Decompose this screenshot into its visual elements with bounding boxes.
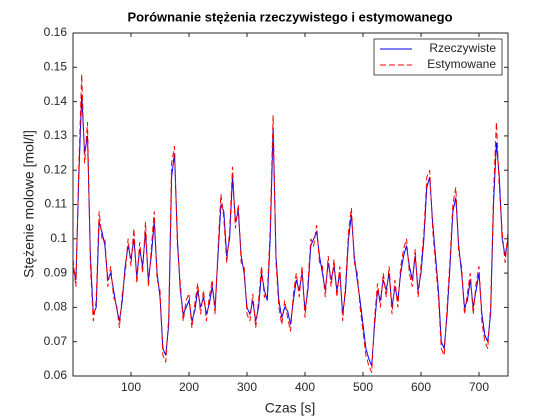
legend-label: Estymowane bbox=[427, 57, 496, 71]
x-tick-label: 700 bbox=[469, 380, 489, 394]
y-tick-label: 0.14 bbox=[44, 94, 68, 108]
y-tick-label: 0.08 bbox=[44, 300, 68, 314]
y-tick-label: 0.15 bbox=[44, 59, 68, 73]
plot-area bbox=[73, 33, 508, 376]
y-axis-label: Stężenie molowe [mol/l] bbox=[21, 130, 37, 278]
y-tick-label: 0.06 bbox=[44, 368, 68, 382]
y-tick-label: 0.1 bbox=[50, 231, 67, 245]
legend-label: Rzeczywiste bbox=[429, 41, 496, 55]
y-tick-label: 0.11 bbox=[45, 197, 68, 211]
y-tick-label: 0.07 bbox=[44, 334, 68, 348]
x-tick-label: 300 bbox=[237, 380, 257, 394]
y-tick-label: 0.16 bbox=[44, 25, 68, 39]
legend-box bbox=[373, 38, 503, 76]
series-line bbox=[72, 74, 509, 373]
x-tick-label: 600 bbox=[411, 380, 431, 394]
y-tick-label: 0.12 bbox=[44, 162, 68, 176]
y-tick-label: 0.13 bbox=[44, 128, 68, 142]
x-tick-label: 500 bbox=[353, 380, 373, 394]
chart-title: Porównanie stężenia rzeczywistego i esty… bbox=[127, 9, 452, 24]
axes-box bbox=[72, 32, 509, 377]
x-tick-label: 100 bbox=[121, 380, 141, 394]
x-tick-label: 400 bbox=[295, 380, 315, 394]
y-tick-label: 0.09 bbox=[44, 265, 68, 279]
x-axis-label: Czas [s] bbox=[265, 400, 316, 416]
series-line bbox=[72, 94, 509, 366]
x-tick-label: 200 bbox=[179, 380, 199, 394]
